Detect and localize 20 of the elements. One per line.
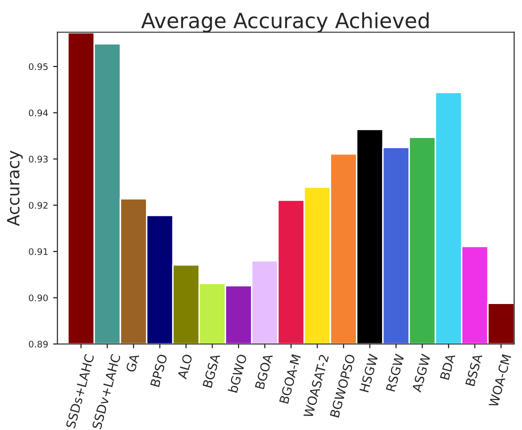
- y-tick-label: 0.91: [28, 248, 48, 256]
- x-tick-label: ASGW: [412, 353, 431, 393]
- x-tick-label: BGSA: [202, 353, 220, 388]
- x-tick-label: HSGW: [359, 353, 378, 392]
- x-tick-label: ALO: [177, 354, 193, 380]
- y-tick-label: 0.92: [28, 202, 48, 209]
- chart-title: Average Accuracy Achieved: [141, 12, 429, 32]
- x-tick-label: BPSO: [150, 354, 168, 388]
- y-axis-title: Accuracy: [7, 150, 23, 226]
- x-tick-label: GA: [126, 353, 140, 372]
- y-tick-label: 0.94: [28, 109, 48, 116]
- x-tick-label: BDA: [440, 353, 456, 380]
- y-tick-label: 0.90: [28, 294, 48, 302]
- x-tick-label: BGOA: [254, 353, 273, 390]
- x-tick-label: RSGW: [386, 353, 404, 392]
- y-tick-label: 0.93: [28, 156, 48, 163]
- y-tick-label: 0.89: [28, 340, 48, 348]
- x-tick-label: BSSA: [465, 353, 483, 386]
- y-tick-label: 0.95: [28, 63, 48, 70]
- x-tick-label: bGWO: [228, 354, 248, 393]
